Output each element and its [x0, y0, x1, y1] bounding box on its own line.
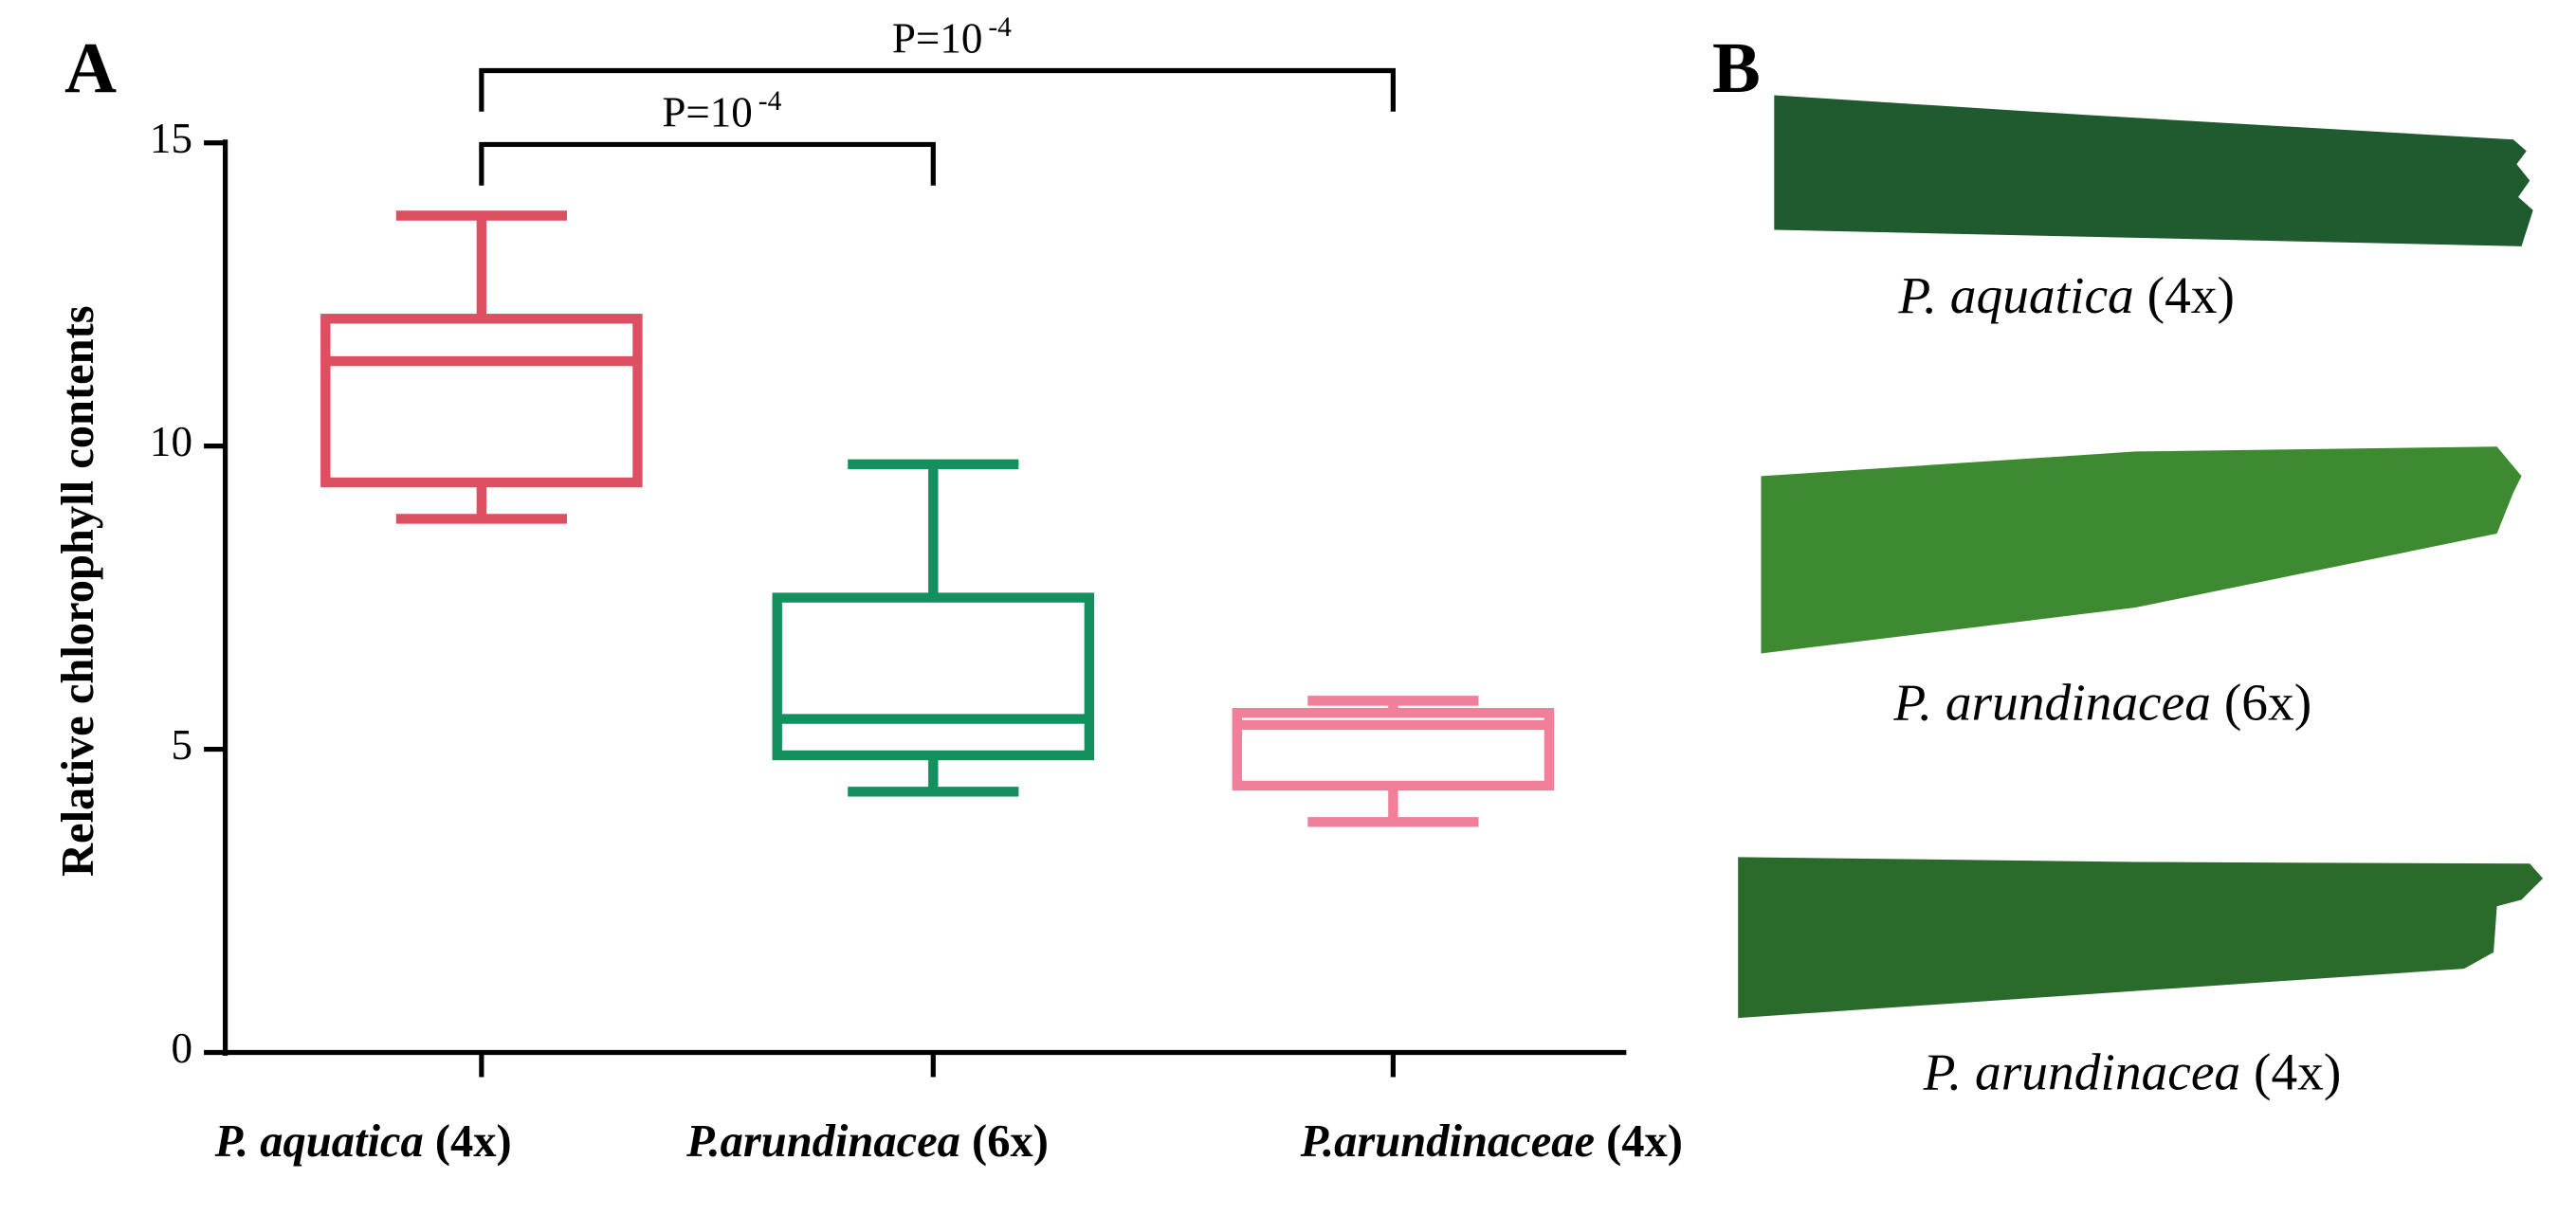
y-tick-label: 5: [171, 721, 192, 769]
significance-label: P=10: [662, 88, 752, 136]
y-tick-label: 0: [171, 1025, 192, 1072]
box: [320, 314, 643, 488]
y-axis-label: Relative chlorophyll contents: [53, 305, 103, 877]
significance-label: P=10: [892, 14, 982, 62]
y-tick-label: 10: [150, 418, 192, 465]
leaf: [1761, 446, 2522, 654]
leaf: [1774, 95, 2533, 246]
leaf-label: P. arundinacea (4x): [1923, 1043, 2342, 1100]
y-tick-label: 15: [150, 115, 192, 162]
significance-bracket: [479, 141, 936, 186]
x-tick-label: P. aquatica (4x): [214, 1116, 512, 1167]
significance-exponent: -4: [758, 86, 782, 117]
panel-letter: A: [64, 28, 117, 108]
box: [772, 592, 1095, 761]
x-tick-label: P.arundinacea (6x): [685, 1116, 1049, 1167]
leaf-label: P. aquatica (4x): [1897, 266, 2235, 324]
leaf-label: P. arundinacea (6x): [1892, 673, 2311, 731]
significance-bracket: [479, 67, 1396, 112]
box: [1232, 707, 1555, 791]
x-tick-label: P.arundinaceae (4x): [1300, 1116, 1683, 1167]
panel-letter: B: [1712, 28, 1761, 108]
leaf: [1738, 857, 2544, 1019]
significance-exponent: -4: [988, 12, 1012, 43]
leaf-images: [1738, 95, 2544, 1019]
